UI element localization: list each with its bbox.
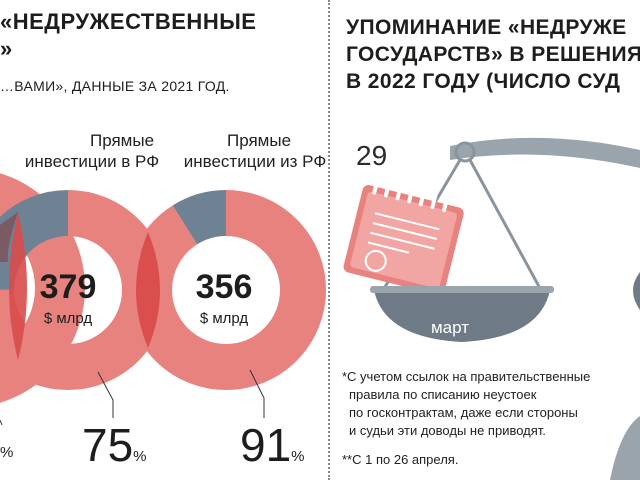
donut1-slice-1 bbox=[0, 190, 168, 390]
scale-value: 29 bbox=[356, 140, 388, 171]
scale-pan-rim bbox=[370, 286, 554, 293]
footnote-2: **С 1 по 26 апреля. bbox=[342, 452, 459, 467]
right-title-line3: В 2022 ГОДУ (ЧИСЛО СУД bbox=[346, 70, 621, 93]
donut2-percent-sign: % bbox=[291, 448, 305, 465]
donut1-percent: 75% bbox=[82, 418, 147, 472]
right-title-line1: УПОМИНАНИЕ «НЕДРУЖЕ bbox=[346, 16, 627, 39]
donut2-percent: 91% bbox=[240, 418, 305, 472]
donut1-unit: $ млрд bbox=[43, 310, 93, 327]
donut1-percent-sign: % bbox=[133, 448, 147, 465]
leader-line-2 bbox=[249, 369, 265, 418]
left-title-line1: «НЕДРУЖЕСТВЕННЫЕ bbox=[0, 9, 257, 34]
donut2-slice-1 bbox=[126, 190, 326, 390]
donut1-label-line2: инвестиции в РФ bbox=[24, 152, 160, 171]
donut1-percent-value: 75 bbox=[82, 419, 134, 471]
overlap-middle bbox=[136, 232, 160, 348]
overlap-left bbox=[9, 212, 27, 360]
footnote-1: *С учетом ссылок на правительственные пр… bbox=[342, 368, 590, 440]
donut-charts bbox=[0, 173, 326, 426]
donut1-label-line1: Прямые bbox=[89, 131, 155, 150]
scale-illustration bbox=[343, 137, 640, 480]
scale-chain-right bbox=[468, 159, 544, 293]
document-icon bbox=[343, 178, 464, 295]
scale-pan bbox=[374, 290, 550, 342]
donut2-total: 356 bbox=[195, 268, 253, 306]
donut2-percent-value: 91 bbox=[240, 419, 292, 471]
right-title-line2: ГОСУДАРСТВ» В РЕШЕНИЯ bbox=[346, 43, 640, 66]
donut2-unit: $ млрд bbox=[199, 310, 249, 327]
right-title: УПОМИНАНИЕ «НЕДРУЖЕ ГОСУДАРСТВ» В РЕШЕНИ… bbox=[346, 14, 640, 95]
scale-beam bbox=[450, 137, 640, 168]
left-subtitle: …ВАМИ», ДАННЫЕ ЗА 2021 ГОД. bbox=[0, 78, 230, 94]
left-title-line2: » bbox=[0, 36, 13, 61]
scale-base bbox=[610, 416, 640, 480]
scale-ring bbox=[454, 141, 476, 163]
footnote-1-line4: и судьи эти доводы не приводят. bbox=[349, 423, 546, 438]
left-title: «НЕДРУЖЕСТВЕННЫЕ » bbox=[0, 8, 320, 62]
leader-line-0 bbox=[0, 419, 3, 426]
donut2-label-line1: Прямые bbox=[226, 131, 292, 150]
leader-line-1 bbox=[97, 371, 114, 418]
donut1-label: Прямые инвестиции в РФ bbox=[2, 130, 182, 172]
right-pan-edge bbox=[633, 272, 640, 310]
donut1-total: 379 bbox=[39, 268, 97, 306]
donut2-label: Прямые инвестиции из РФ bbox=[180, 130, 330, 172]
footnote-1-line3: по госконтрактам, даже если стороны bbox=[349, 405, 578, 420]
footnote-1-line2: правила по списанию неустоек bbox=[349, 387, 537, 402]
footnote-1-line1: *С учетом ссылок на правительственные bbox=[342, 369, 591, 384]
overlap-dark bbox=[0, 212, 18, 262]
scale-month: март bbox=[430, 318, 469, 337]
donut2-label-line2: инвестиции из РФ bbox=[183, 152, 327, 171]
panel-divider bbox=[328, 0, 330, 480]
left-pct-fragment: % bbox=[0, 444, 14, 461]
